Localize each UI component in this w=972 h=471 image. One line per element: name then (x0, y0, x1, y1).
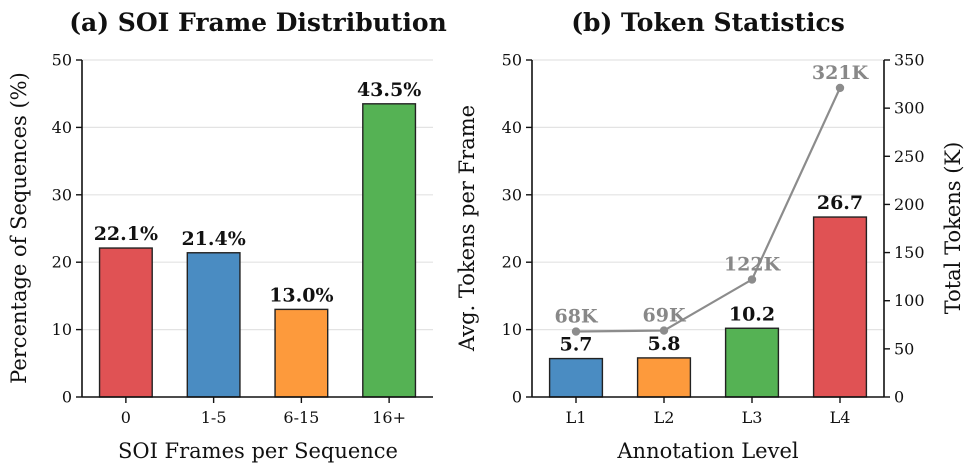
chart-a-ytick-label: 10 (52, 320, 72, 339)
chart-b-xtick-label: L3 (742, 408, 763, 427)
chart-a-xlabel: SOI Frames per Sequence (118, 439, 398, 463)
chart-b-bar (812, 216, 868, 398)
chart-a-xtick-label: 0 (121, 408, 131, 427)
chart-b-line-point (659, 326, 669, 335)
chart-b-bars: 5.7 5.8 10.2 26.7 (548, 192, 868, 398)
chart-a-x-ticks: 0 1-5 6-15 16+ (121, 397, 406, 427)
chart-b-bar-value-label: 5.8 (647, 333, 680, 355)
chart-a-bars: 22.1% 21.4% 13.0% 43.5% (94, 79, 421, 398)
chart-b-bar-value-label: 26.7 (817, 192, 863, 214)
chart-a-ytick-label: 40 (52, 118, 72, 137)
chart-b-bar (636, 357, 692, 398)
chart-b-xlabel: Annotation Level (616, 439, 798, 463)
chart-a-xtick-label: 16+ (372, 408, 406, 427)
chart-b-ytick-right-label: 300 (894, 99, 925, 118)
chart-a-ytick-label: 30 (52, 185, 72, 204)
chart-a-bar-value-label: 21.4% (181, 228, 245, 250)
chart-b-ytick-label: 10 (502, 320, 522, 339)
chart-a-title: (a) SOI Frame Distribution (69, 8, 447, 37)
chart-b-xtick-label: L4 (830, 408, 851, 427)
chart-b-xtick-label: L2 (654, 408, 675, 427)
chart-b-ytick-right-label: 100 (894, 291, 925, 310)
chart-a-xtick-label: 6-15 (283, 408, 319, 427)
chart-b-ylabel-right: Total Tokens (K) (941, 142, 965, 315)
chart-b-ytick-right-label: 0 (894, 388, 904, 407)
chart-b-bar (548, 357, 604, 398)
chart-a-bar-value-label: 22.1% (94, 223, 158, 245)
chart-b-x-ticks: L1 L2 L3 L4 (566, 397, 851, 427)
chart-b-ytick-label: 30 (502, 185, 522, 204)
chart-b-ytick-right-label: 150 (894, 243, 925, 262)
chart-b-ytick-right-label: 50 (894, 339, 914, 358)
chart-b-line-point (747, 275, 757, 284)
chart-a-xtick-label: 1-5 (201, 408, 227, 427)
chart-a-bar (98, 247, 153, 398)
chart-b-ytick-label: 0 (512, 388, 522, 407)
chart-b-ytick-right-label: 200 (894, 195, 925, 214)
chart-b-line-value-label: 69K (643, 305, 687, 327)
chart-a-ytick-label: 50 (52, 51, 72, 70)
chart-b-ytick-right-label: 250 (894, 147, 925, 166)
chart-b-xtick-label: L1 (566, 408, 587, 427)
chart-a-ytick-label: 0 (62, 388, 72, 407)
chart-b-line-value-label: 68K (555, 306, 599, 328)
chart-b-line-point (835, 83, 845, 93)
chart-a-ytick-label: 20 (52, 253, 72, 272)
chart-a: (a) SOI Frame Distribution 22.1% 21.4% 13.… (7, 8, 447, 463)
chart-b-line-value-label: 122K (724, 254, 782, 276)
chart-b-title: (b) Token Statistics (571, 8, 845, 37)
chart-b-ytick-label: 20 (502, 253, 522, 272)
chart-b: (b) Token Statistics 5.7 5.810.226.7 68K 6… (455, 8, 965, 463)
chart-b-y-ticks-right: 0 50 100 150 200 250 300 350 (884, 51, 925, 407)
chart-a-bar-value-label: 13.0% (269, 284, 333, 306)
chart-b-y-ticks-left: 0 10 20 30 40 50 (502, 51, 532, 407)
chart-b-ylabel: Avg. Tokens per Frame (455, 105, 479, 352)
chart-b-ytick-right-label: 350 (894, 51, 925, 70)
chart-b-total-tokens-line: 68K 69K 122K 321K (555, 62, 870, 336)
chart-b-line-path (575, 87, 841, 333)
chart-b-ytick-label: 40 (502, 118, 522, 137)
chart-a-bar (274, 308, 329, 398)
chart-b-bar-value-label: 10.2 (729, 303, 775, 325)
chart-a-bar (362, 103, 417, 398)
chart-a-bar-value-label: 43.5% (357, 79, 421, 101)
chart-a-ylabel: Percentage of Sequences (%) (7, 72, 31, 384)
chart-a-bar (186, 252, 241, 398)
chart-a-y-ticks: 0 10 20 30 40 50 (52, 51, 82, 407)
chart-b-ytick-label: 50 (502, 51, 522, 70)
chart-b-line-point (571, 327, 581, 336)
chart-b-bar-value-label: 5.7 (559, 334, 592, 356)
chart-b-line-value-label: 321K (812, 62, 870, 84)
chart-b-bar (724, 327, 780, 398)
